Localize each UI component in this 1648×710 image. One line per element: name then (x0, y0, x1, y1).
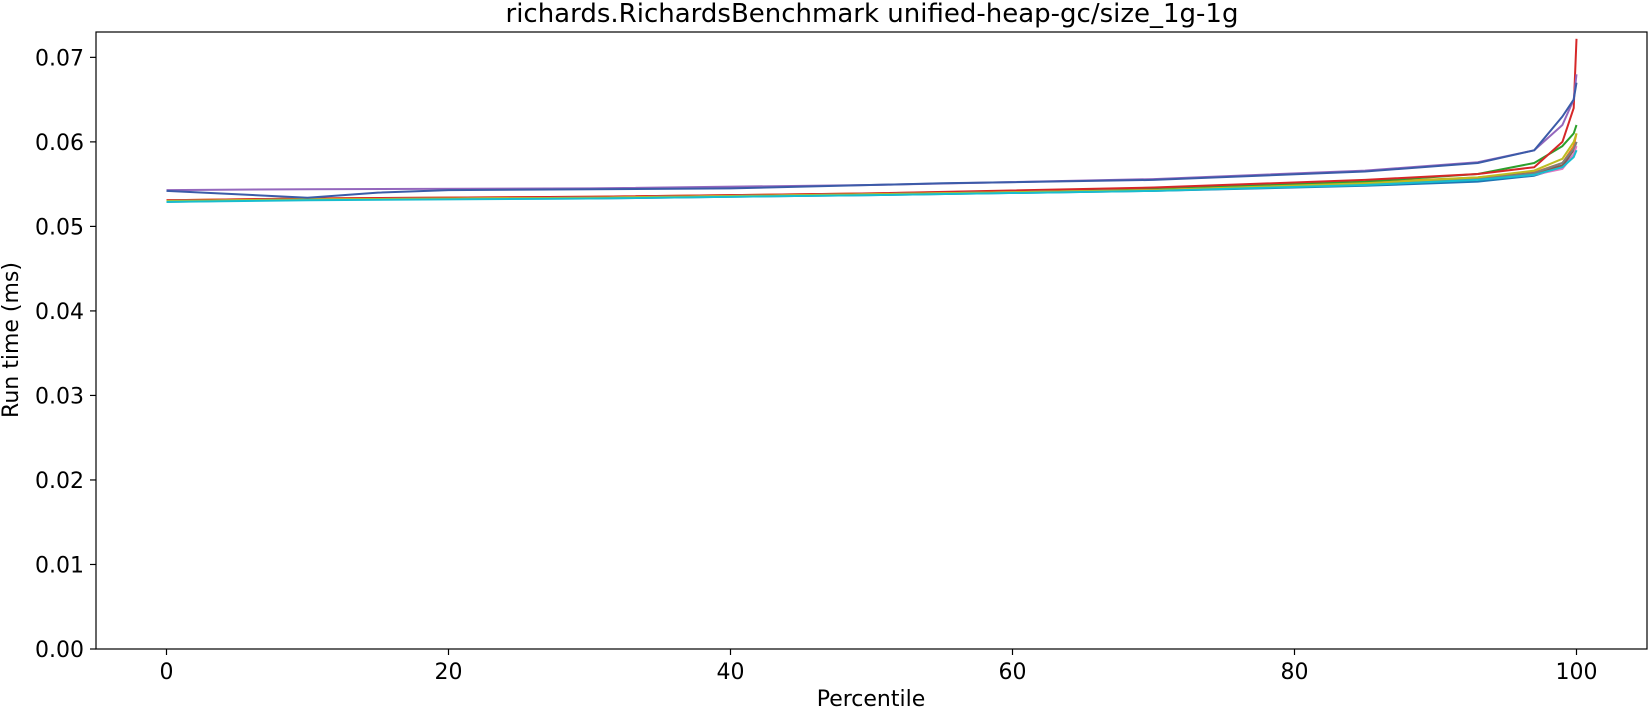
x-tick-label: 20 (435, 660, 463, 685)
x-tick-label: 40 (717, 660, 745, 685)
series-lines (166, 38, 1578, 203)
y-tick-label: 0.07 (35, 46, 84, 71)
series-line-5 (166, 74, 1578, 192)
x-tick-label: 60 (999, 660, 1027, 685)
y-tick-label: 0.02 (35, 469, 84, 494)
y-tick-label: 0.01 (35, 553, 84, 578)
y-axis: 0.00 0.01 0.02 0.03 0.04 0.05 0.06 0.07 (35, 46, 96, 663)
y-axis-title: Run time (ms) (0, 262, 24, 418)
plot-frame (95, 31, 1648, 650)
y-tick-label: 0.06 (35, 131, 84, 156)
y-tick-label: 0.00 (35, 638, 84, 663)
y-tick-label: 0.05 (35, 215, 84, 240)
chart-title: richards.RichardsBenchmark unified-heap-… (506, 0, 1239, 29)
y-tick-label: 0.03 (35, 384, 84, 409)
series-line-4 (166, 38, 1578, 202)
y-tick-label: 0.04 (35, 300, 84, 325)
x-tick-label: 100 (1556, 660, 1598, 685)
x-tick-label: 80 (1281, 660, 1309, 685)
x-tick-label: 0 (160, 660, 174, 685)
x-axis-title: Percentile (817, 687, 926, 710)
x-axis: 0 20 40 60 80 100 (160, 649, 1598, 685)
series-line-9 (166, 133, 1578, 202)
series-line-2 (166, 133, 1578, 202)
series-line-11 (166, 82, 1578, 199)
series-line-10 (166, 149, 1578, 203)
